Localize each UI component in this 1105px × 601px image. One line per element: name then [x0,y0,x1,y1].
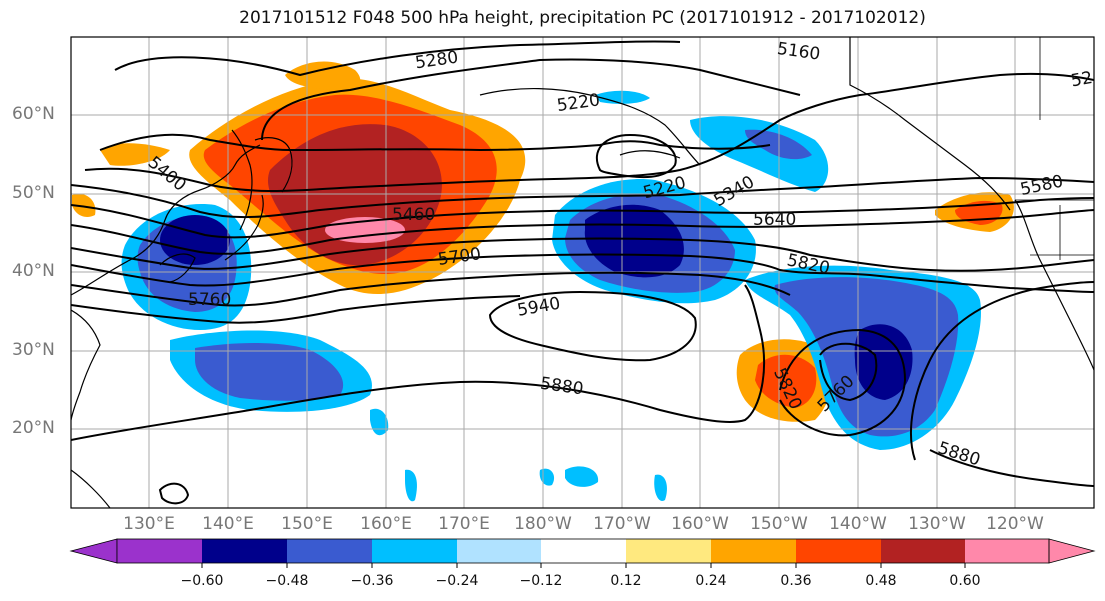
lon-label: 160°W [671,514,729,534]
colorbar-tick-label: −0.36 [350,573,394,589]
lat-label: 20°N [12,418,55,438]
colorbar-segment [202,539,287,563]
map-gridlines [71,37,1094,508]
lon-label: 150°W [750,514,808,534]
contour-label: 5640 [753,210,796,230]
lat-label: 50°N [12,183,55,203]
colorbar-tick-label: −0.48 [265,573,309,589]
colorbar-tick-label: −0.60 [180,573,224,589]
lat-label: 40°N [12,261,55,281]
map-area: 5280 5160 5220 5400 5460 5580 5640 5700 … [71,37,1094,508]
colorbar-tick-label: −0.24 [435,573,479,589]
lon-label: 130°E [123,514,175,534]
colorbar-segment [117,539,202,563]
contour-label: 5760 [188,290,231,310]
colorbar-tick-label: −0.12 [519,573,563,589]
colorbar-segment [372,539,457,563]
lon-label: 150°E [281,514,333,534]
contour-label: 52 [1069,68,1094,91]
height-contours [71,40,1094,505]
colorbar-tick-label: 0.60 [949,573,981,589]
lon-label: 170°W [593,514,651,534]
colorbar-segment [881,539,965,563]
lon-label: 160°E [360,514,412,534]
colorbar [69,538,1096,568]
colorbar-tick-label: 0.24 [695,573,727,589]
colorbar-segment [626,539,711,563]
colorbar-tick-label: 0.48 [865,573,897,589]
lon-label: 140°E [202,514,254,534]
precip-negative-east-pacific [405,265,981,502]
colorbar-segment [965,539,1049,563]
colorbar-tick-label: 0.12 [610,573,642,589]
lon-label: 130°W [908,514,966,534]
colorbar-extend-low [69,538,118,564]
colorbar-tick-label: 0.36 [780,573,812,589]
lat-label: 30°N [12,340,55,360]
map-frame [70,36,1095,509]
figure-title: 2017101512 F048 500 hPa height, precipit… [239,8,926,28]
precip-positive-east [736,192,1014,422]
colorbar-segment [711,539,796,563]
lon-label: 140°W [829,514,887,534]
colorbar-segment [287,539,372,563]
colorbar-segment [796,539,881,563]
lon-label: 120°W [986,514,1044,534]
colorbar-extend-high [1048,538,1096,564]
contour-label: 5460 [392,205,435,225]
lon-label: 170°E [438,514,490,534]
colorbar-segment [457,539,541,563]
lon-label: 180°W [514,514,572,534]
colorbar-segment [541,539,626,563]
lat-label: 60°N [12,104,55,124]
